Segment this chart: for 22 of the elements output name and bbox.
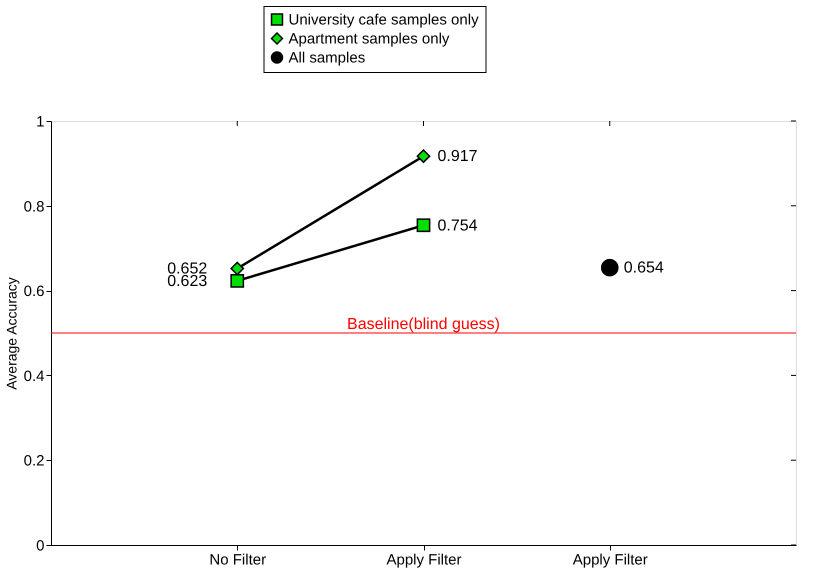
data-label: 0.654: [624, 260, 664, 277]
point: [230, 262, 244, 276]
y-tick-label: 1: [36, 114, 44, 130]
x-tick-label: Apply Filter: [386, 552, 462, 568]
y-tick-label: 0.6: [24, 283, 44, 300]
y-axis-title: Average Accuracy: [4, 277, 20, 390]
x-tick-label: No Filter: [209, 552, 266, 568]
y-tick-label: 0.2: [24, 452, 44, 470]
legend-label: University cafe samples only: [288, 12, 480, 28]
y-tick-label: 0: [36, 538, 44, 554]
legend-label: All samples: [288, 50, 366, 66]
data-label: 0.917: [438, 148, 478, 166]
legend-label: Apartment samples only: [288, 30, 450, 48]
point: [600, 258, 619, 276]
y-tick-label: 0.8: [24, 198, 44, 216]
x-tick-label: Apply Filter: [572, 552, 648, 568]
point: [416, 149, 430, 164]
point: [416, 218, 430, 232]
data-label: 0.754: [438, 217, 478, 234]
y-tick-label: 0.4: [24, 368, 44, 385]
point: [230, 274, 244, 288]
ref-line-label: Baseline(blind guess): [347, 316, 500, 333]
